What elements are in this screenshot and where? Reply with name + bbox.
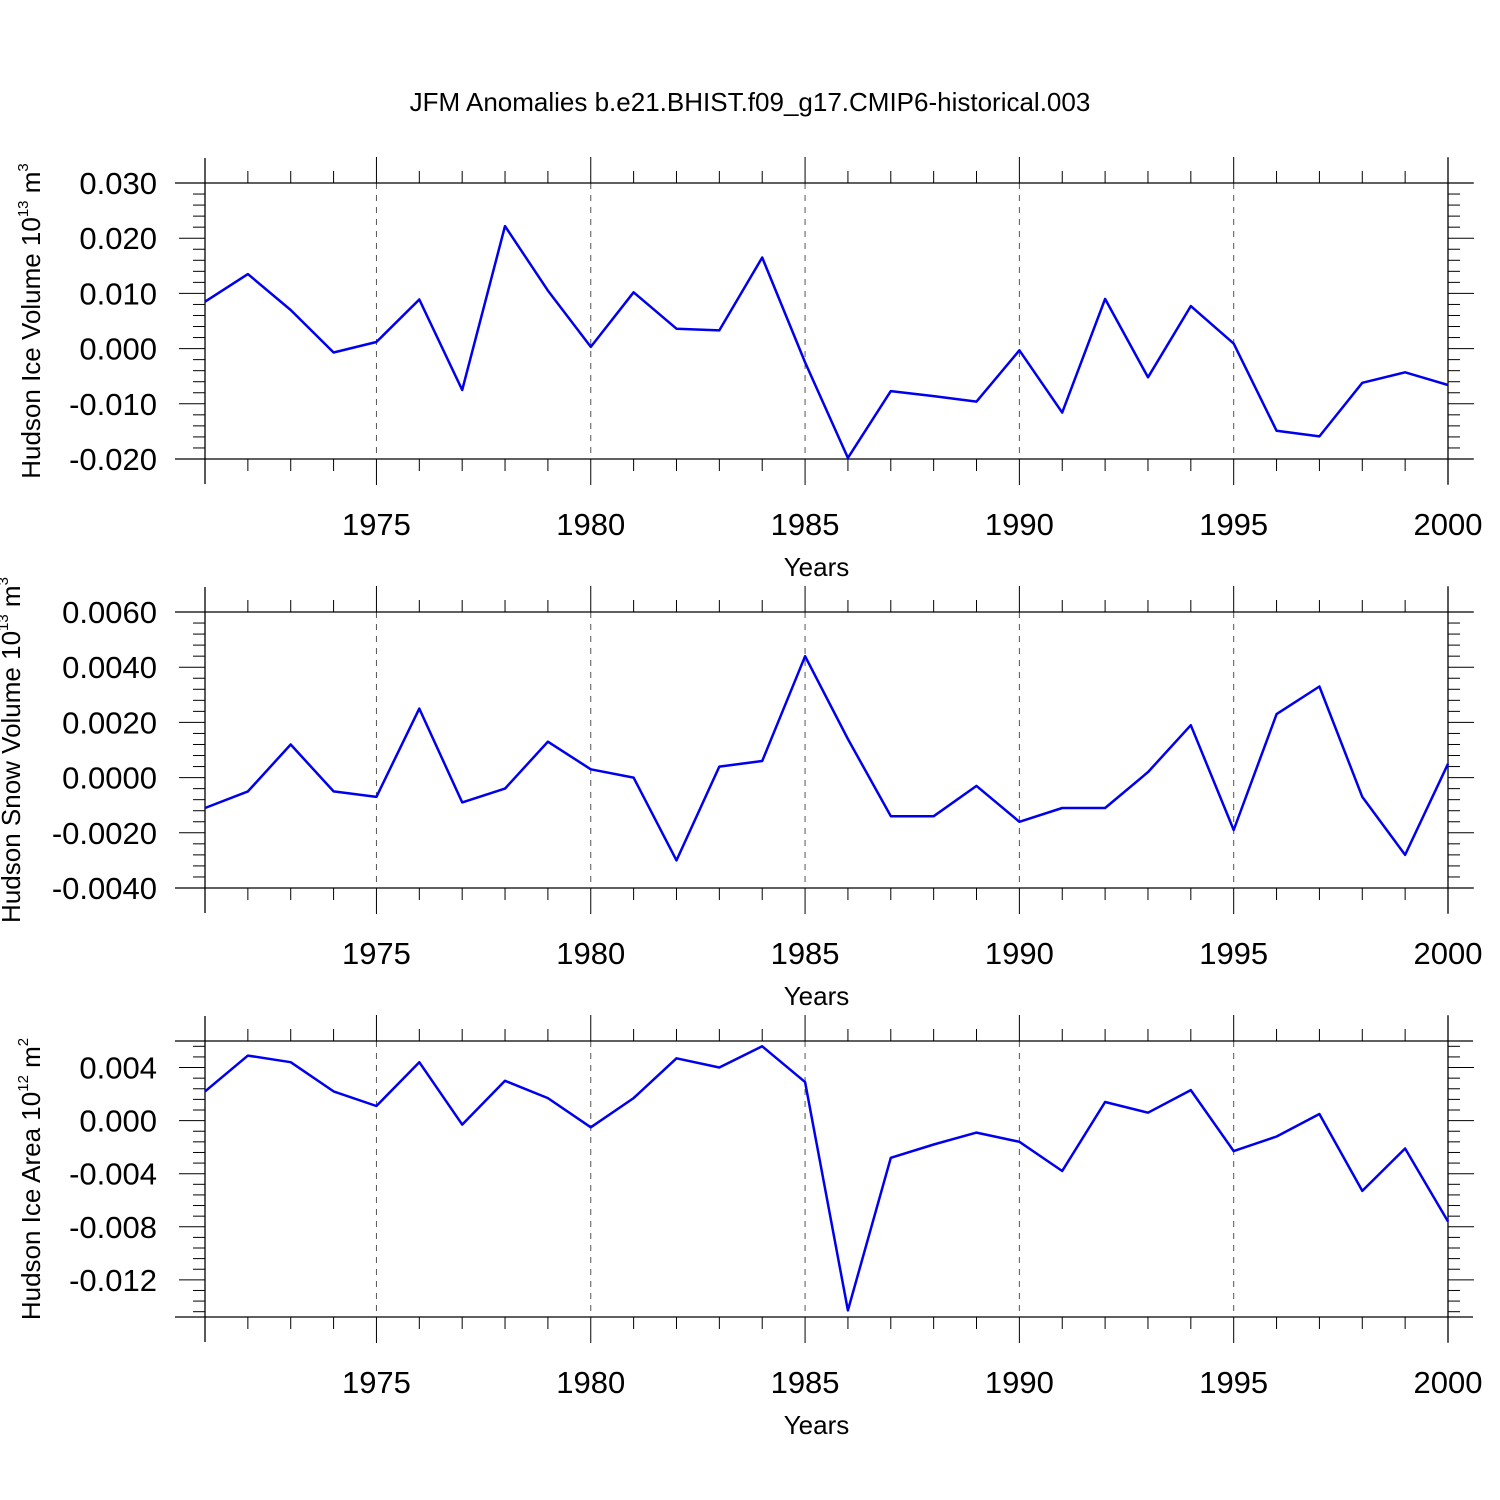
- y-tick-label: -0.0040: [52, 871, 157, 906]
- y-axis-title-unit: m: [16, 172, 46, 201]
- y-tick-label: -0.004: [69, 1157, 157, 1192]
- series-line-1: [204, 224, 1449, 460]
- x-axis-title: Years: [784, 1410, 850, 1440]
- x-tick-label: 1980: [556, 1365, 625, 1400]
- y-tick-label: -0.012: [69, 1263, 157, 1298]
- y-axis-title-main: Hudson Ice Volume 10: [16, 217, 46, 479]
- y-axis-title-unit-exponent: 2: [15, 1038, 32, 1046]
- y-axis-title-unit-exponent: 3: [0, 577, 12, 585]
- y-tick-label: 0.0040: [62, 650, 157, 685]
- x-tick-label: 1990: [985, 1365, 1054, 1400]
- panels: 1975 1980 1985 1990 1995 2000 Years -0.020 -0.01…: [0, 157, 1482, 1440]
- y-axis-title: Hudson Ice Volume 1013 m3: [15, 163, 46, 479]
- y-axis-title-unit: m: [16, 1046, 46, 1075]
- y-axis-title-main: Hudson Snow Volume 10: [0, 631, 26, 923]
- x-tick-label: 1975: [342, 936, 411, 971]
- x-axis-title: Years: [784, 552, 850, 582]
- x-axis-title: Years: [784, 981, 850, 1011]
- y-tick-label: 0.000: [79, 1104, 157, 1139]
- y-tick-label: 0.0060: [62, 595, 157, 630]
- y-tick-label: -0.010: [69, 387, 157, 422]
- y-tick-label: 0.020: [79, 221, 157, 256]
- y-axis-title-unit-exponent: 3: [15, 163, 32, 171]
- x-tick-label: 2000: [1414, 507, 1483, 542]
- x-tick-label: 1990: [985, 507, 1054, 542]
- y-tick-label: -0.0020: [52, 816, 157, 851]
- y-axis-title: Hudson Snow Volume 1013 m3: [0, 577, 26, 923]
- y-tick-label: 0.010: [79, 276, 157, 311]
- series-line-1: [204, 1045, 1450, 1312]
- x-tick-label: 1995: [1199, 1365, 1268, 1400]
- x-tick-label: 1975: [342, 507, 411, 542]
- y-tick-label: 0.0000: [62, 761, 157, 796]
- y-axis-title-exponent: 13: [15, 200, 32, 217]
- x-tick-label: 1985: [771, 1365, 840, 1400]
- x-tick-label: 1980: [556, 507, 625, 542]
- y-axis-title-exponent: 12: [15, 1075, 32, 1092]
- y-tick-label: 0.030: [79, 166, 157, 201]
- y-axis-title-exponent: 13: [0, 614, 12, 631]
- y-tick-label: 0.0020: [62, 705, 157, 740]
- y-tick-label: -0.020: [69, 442, 157, 477]
- x-tick-label: 1990: [985, 936, 1054, 971]
- x-tick-label: 1980: [556, 936, 625, 971]
- x-tick-label: 2000: [1414, 936, 1483, 971]
- y-axis-title-unit: m: [0, 585, 26, 614]
- series-line-1: [204, 654, 1450, 862]
- x-tick-label: 1985: [771, 507, 840, 542]
- y-axis-title: Hudson Ice Area 1012 m2: [15, 1038, 46, 1320]
- figure-title: JFM Anomalies b.e21.BHIST.f09_g17.CMIP6-…: [410, 87, 1091, 117]
- x-tick-label: 1985: [771, 936, 840, 971]
- x-tick-label: 1995: [1199, 507, 1268, 542]
- y-axis-title-main: Hudson Ice Area 10: [16, 1092, 46, 1320]
- x-tick-label: 2000: [1414, 1365, 1483, 1400]
- y-tick-label: 0.004: [79, 1051, 157, 1086]
- y-tick-label: 0.000: [79, 332, 157, 367]
- panel-1: 1975 1980 1985 1990 1995 2000 Years -0.020 -0.01…: [15, 157, 1482, 582]
- x-tick-label: 1975: [342, 1365, 411, 1400]
- x-tick-label: 1995: [1199, 936, 1268, 971]
- y-tick-label: -0.008: [69, 1210, 157, 1245]
- panel-3: 1975 1980 1985 1990 1995 2000 Years -0.012 -0.00…: [15, 1015, 1482, 1440]
- panel-2: 1975 1980 1985 1990 1995 2000 Years -0.0040 -0.0…: [0, 577, 1482, 1011]
